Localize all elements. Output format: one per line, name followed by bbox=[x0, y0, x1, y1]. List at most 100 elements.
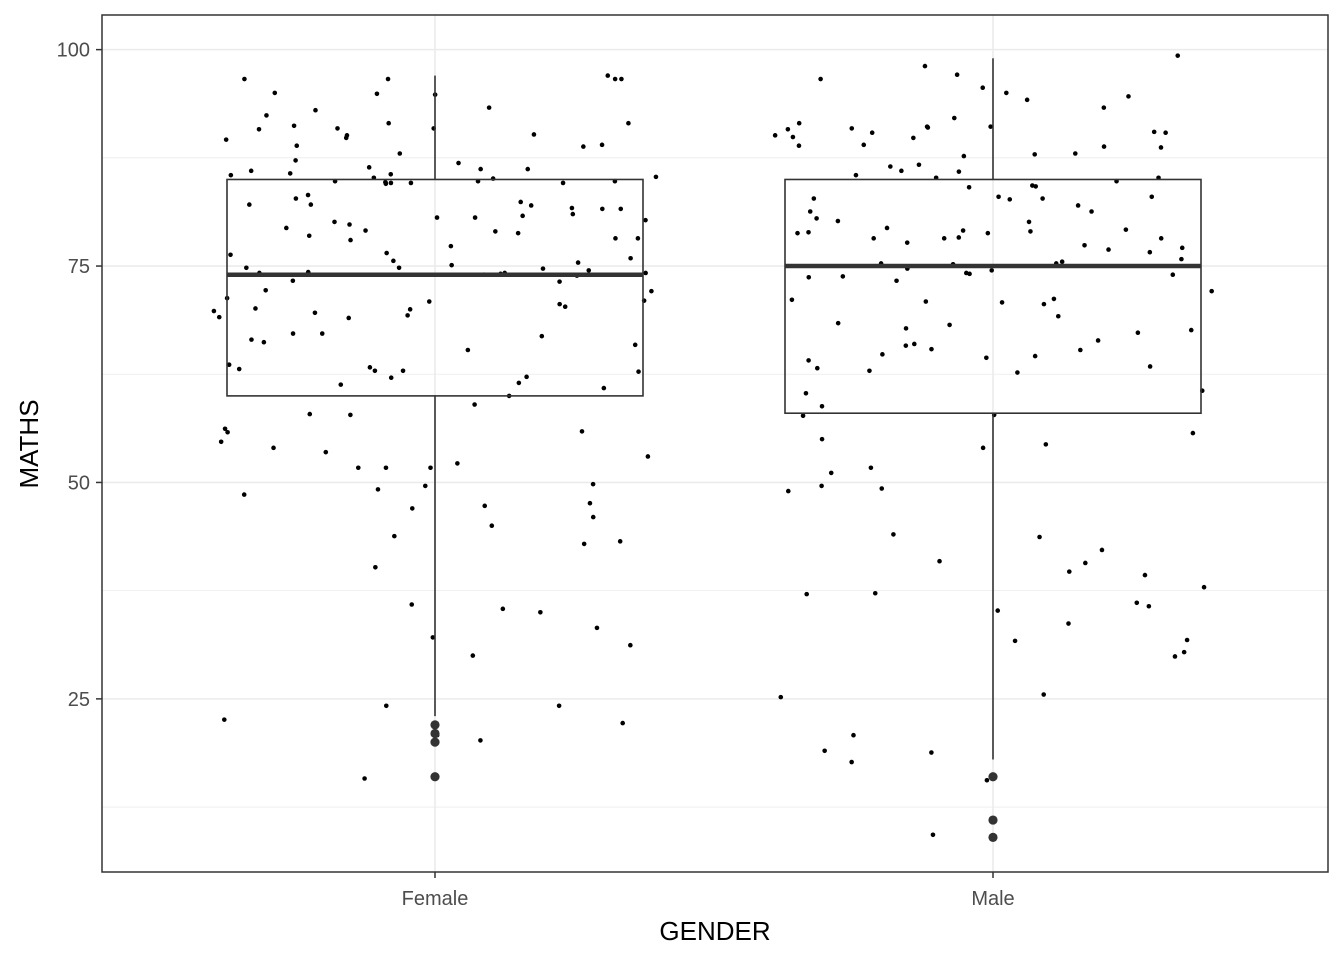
jitter-point bbox=[819, 483, 824, 489]
jitter-point bbox=[1078, 347, 1083, 353]
jitter-point bbox=[560, 180, 566, 186]
jitter-point bbox=[912, 341, 917, 347]
jitter-point bbox=[236, 366, 242, 372]
jitter-point bbox=[785, 126, 791, 132]
jitter-point bbox=[1147, 364, 1153, 369]
jitter-point bbox=[1146, 603, 1152, 609]
jitter-point bbox=[952, 115, 957, 121]
jitter-point bbox=[291, 123, 297, 129]
jitter-point bbox=[405, 313, 410, 318]
jitter-point bbox=[374, 91, 380, 97]
jitter-point bbox=[984, 777, 990, 783]
jitter-point bbox=[226, 362, 232, 368]
x-axis: Female Male bbox=[402, 872, 1015, 910]
jitter-point bbox=[531, 132, 537, 137]
jitter-point bbox=[385, 76, 391, 82]
jitter-point bbox=[472, 215, 478, 220]
jitter-point bbox=[1066, 569, 1072, 574]
jitter-point bbox=[849, 759, 854, 765]
jitter-point bbox=[388, 375, 394, 381]
jitter-point bbox=[937, 558, 942, 564]
jitter-point bbox=[391, 258, 396, 264]
y-tick-label: 75 bbox=[68, 256, 90, 278]
jitter-point bbox=[1004, 90, 1009, 96]
jitter-point bbox=[313, 107, 318, 113]
jitter-point bbox=[803, 390, 809, 396]
jitter-point bbox=[947, 322, 952, 328]
jitter-point bbox=[643, 270, 648, 276]
jitter-point bbox=[362, 776, 367, 781]
outlier-point bbox=[430, 737, 440, 747]
jitter-point bbox=[612, 76, 618, 82]
jitter-point bbox=[778, 694, 784, 700]
jitter-point bbox=[807, 209, 813, 214]
jitter-point bbox=[253, 306, 258, 311]
outlier-point bbox=[988, 772, 998, 782]
jitter-point bbox=[346, 315, 352, 321]
jitter-point bbox=[1188, 327, 1194, 333]
jitter-point bbox=[335, 126, 340, 131]
jitter-point bbox=[493, 229, 498, 234]
jitter-point bbox=[1033, 184, 1039, 189]
jitter-point bbox=[996, 194, 1001, 200]
jitter-point bbox=[1028, 229, 1033, 234]
jitter-point bbox=[366, 165, 372, 170]
jitter-point bbox=[272, 90, 278, 96]
jitter-point bbox=[1106, 247, 1111, 252]
jitter-point bbox=[628, 255, 633, 261]
jitter-point bbox=[899, 168, 904, 174]
jitter-point bbox=[540, 266, 546, 271]
y-axis: 25 50 75 100 bbox=[57, 40, 102, 711]
jitter-point bbox=[397, 151, 403, 156]
jitter-point bbox=[347, 222, 352, 227]
jitter-point bbox=[851, 732, 856, 738]
jitter-point bbox=[263, 287, 268, 293]
jitter-point bbox=[1075, 203, 1081, 208]
jitter-point bbox=[290, 278, 296, 284]
jitter-point bbox=[772, 133, 778, 138]
jitter-point bbox=[954, 72, 960, 78]
jitter-point bbox=[1142, 572, 1148, 578]
jitter-point bbox=[247, 202, 252, 207]
outlier-point bbox=[430, 728, 440, 739]
jitter-point bbox=[806, 358, 811, 363]
jitter-point bbox=[1158, 236, 1164, 241]
jitter-point bbox=[789, 297, 795, 303]
plot-panel-border bbox=[101, 14, 1329, 873]
jitter-point bbox=[408, 180, 414, 186]
jitter-point bbox=[628, 642, 633, 648]
jitter-point bbox=[599, 142, 605, 148]
jitter-point bbox=[620, 720, 625, 726]
jitter-point bbox=[590, 481, 596, 487]
jitter-point bbox=[911, 135, 916, 141]
jitter-point bbox=[871, 236, 876, 241]
jitter-point bbox=[967, 271, 972, 277]
jitter-point bbox=[632, 342, 638, 348]
jitter-point bbox=[1040, 196, 1045, 201]
jitter-point bbox=[225, 429, 230, 435]
jitter-point bbox=[795, 230, 800, 236]
jitter-point bbox=[1170, 272, 1176, 277]
jitter-point bbox=[525, 166, 531, 172]
jitter-point bbox=[1101, 105, 1107, 110]
jitter-point bbox=[815, 365, 820, 371]
jitter-point bbox=[999, 300, 1005, 305]
jitter-point bbox=[822, 748, 827, 754]
box-iqr bbox=[226, 178, 644, 397]
grid-lines bbox=[102, 15, 1328, 872]
jitter-point bbox=[400, 368, 406, 374]
jitter-point bbox=[626, 120, 631, 126]
jitter-point bbox=[985, 230, 991, 236]
jitter-point bbox=[1151, 129, 1157, 135]
jitter-point bbox=[868, 465, 874, 471]
jitter-point bbox=[332, 219, 337, 225]
jitter-point bbox=[956, 235, 962, 240]
jitter-point bbox=[562, 304, 568, 310]
jitter-point bbox=[1032, 152, 1038, 157]
x-tick-label: Female bbox=[402, 888, 469, 910]
jitter-point bbox=[556, 703, 562, 709]
jitter-point bbox=[923, 299, 929, 304]
jitter-point bbox=[579, 429, 585, 434]
jitter-point bbox=[500, 606, 506, 612]
jitter-point bbox=[569, 205, 575, 211]
